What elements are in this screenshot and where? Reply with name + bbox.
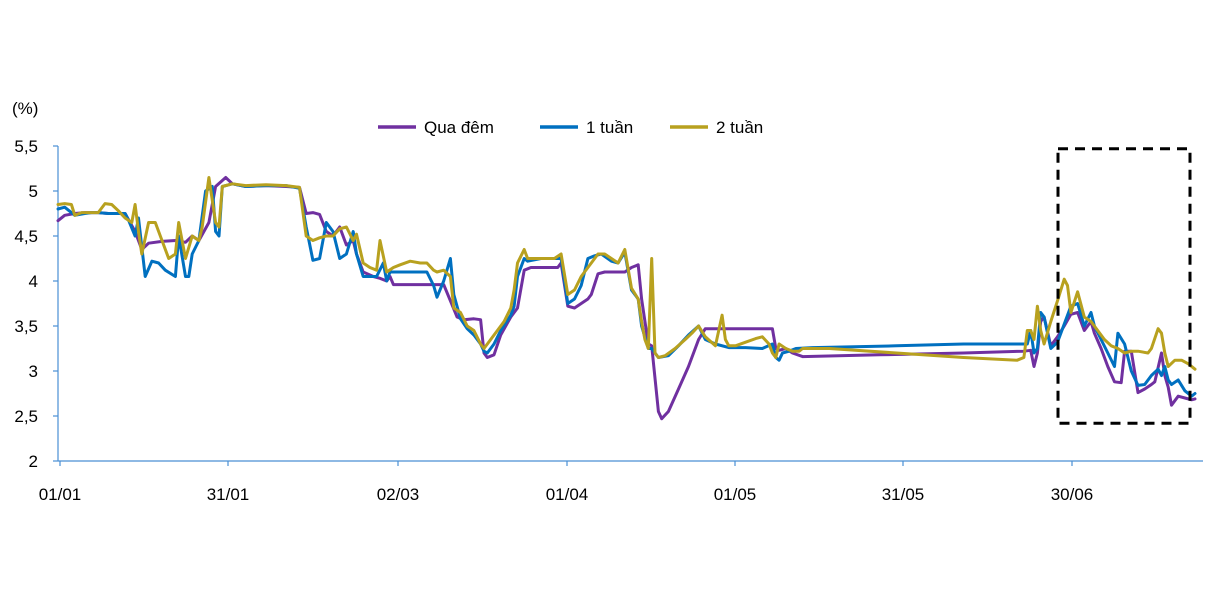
legend-label-2: 2 tuần [716, 118, 763, 137]
x-axis: 01/01 31/01 02/03 01/04 01/05 31/05 30/06 [39, 460, 1203, 504]
x-tick-label: 02/03 [377, 485, 420, 504]
x-tick-label: 31/01 [207, 485, 250, 504]
y-tick-label: 2,5 [14, 407, 38, 426]
series-layer [56, 176, 1197, 421]
y-tick-label: 2 [29, 452, 38, 471]
x-tick-label: 31/05 [882, 485, 925, 504]
y-tick-label: 3 [29, 362, 38, 381]
legend-label-1: 1 tuần [586, 118, 633, 137]
y-tick-label: 5,5 [14, 137, 38, 156]
series-line-2 [56, 176, 1197, 371]
y-unit-label: (%) [12, 99, 38, 118]
x-tick-label: 30/06 [1051, 485, 1094, 504]
series-line-0 [56, 176, 1197, 421]
y-tick-label: 3,5 [14, 317, 38, 336]
x-tick-label: 01/01 [39, 485, 82, 504]
legend-label-0: Qua đêm [424, 118, 494, 137]
x-tick-label: 01/04 [546, 485, 589, 504]
y-tick-label: 5 [29, 182, 38, 201]
legend: Qua đêm 1 tuần 2 tuần [378, 118, 763, 137]
x-tick-label: 01/05 [714, 485, 757, 504]
y-axis: 2 2,5 3 3,5 4 4,5 5 5,5 [14, 137, 59, 471]
series-line-1 [56, 182, 1197, 398]
y-tick-label: 4,5 [14, 227, 38, 246]
y-tick-label: 4 [29, 272, 38, 291]
